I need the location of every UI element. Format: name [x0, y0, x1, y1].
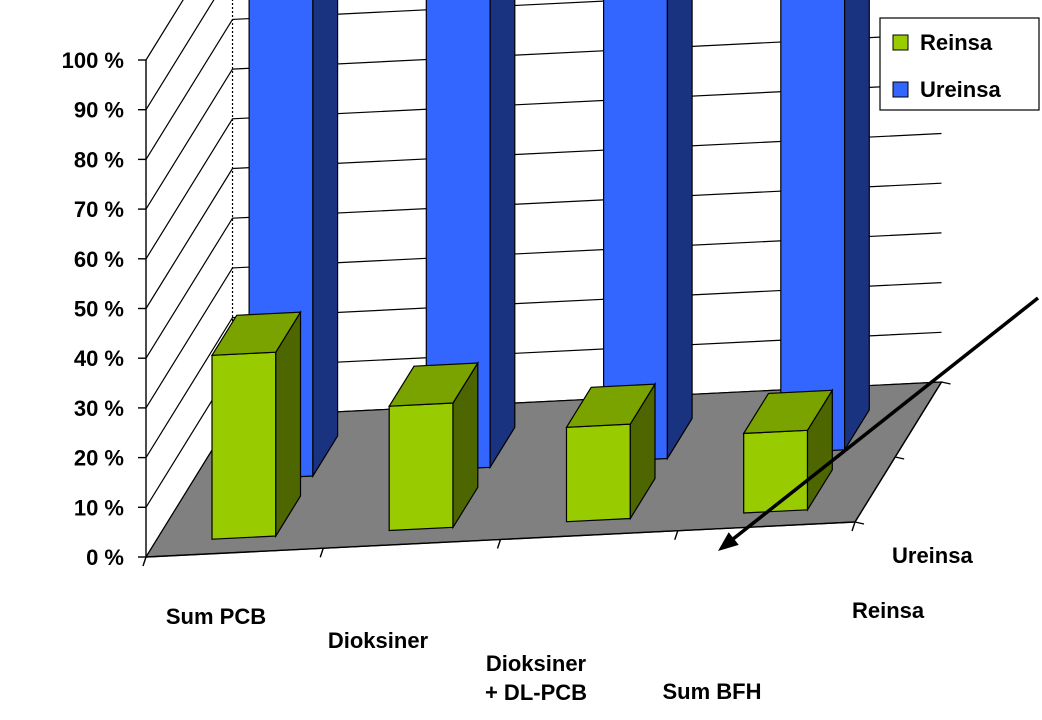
bar-reinsa-1 — [210, 310, 302, 540]
y-tick-label: 70 % — [74, 197, 124, 222]
depth-tick — [895, 456, 905, 460]
bar-front-face — [211, 351, 277, 540]
x-tick-label: Sum PCB — [166, 604, 266, 629]
depth-axis-label: Reinsa — [852, 598, 925, 623]
bar-ureinsa-2 — [425, 0, 516, 472]
bar-reinsa-3 — [565, 381, 657, 523]
chart-legend: Reinsa Ureinsa — [879, 17, 1040, 111]
bar-front-face — [743, 429, 809, 514]
y-tick-label: 40 % — [74, 346, 124, 371]
x-tick — [851, 521, 856, 532]
depth-axis-line — [854, 381, 943, 523]
x-tick — [674, 530, 679, 540]
gridline — [145, 282, 942, 458]
x-tick-label: Sum BFH — [663, 679, 762, 704]
y-tick-label: 90 % — [74, 98, 124, 123]
y-tick-label: 0 % — [86, 545, 124, 570]
bar-ureinsa-4 — [780, 0, 870, 454]
depth-axis-label: Ureinsa — [892, 543, 973, 568]
legend-label: Reinsa — [920, 30, 993, 55]
bar-top-face — [742, 389, 834, 435]
bar-side-face — [312, 0, 339, 479]
x-tick — [142, 556, 147, 567]
annotation-arrow-line — [726, 296, 1040, 545]
gridline — [145, 83, 942, 260]
chart-annotation — [718, 296, 1040, 551]
depth-tick — [941, 381, 951, 385]
bar-top-face — [210, 311, 302, 356]
bar-front-face — [388, 402, 454, 532]
bar-side-face — [666, 0, 693, 461]
bar-top-face — [565, 383, 657, 428]
y-tick-label: 10 % — [74, 495, 124, 520]
bar-reinsa-2 — [388, 360, 479, 532]
legend-swatch — [892, 81, 909, 98]
y-tick-label: 60 % — [74, 247, 124, 272]
legend-swatch — [892, 34, 909, 51]
series-reinsa-bars — [210, 310, 834, 540]
chart-walls — [145, 0, 942, 558]
bar-top-face — [388, 362, 479, 407]
legend-label: Ureinsa — [920, 77, 1001, 102]
depth-tick — [854, 521, 865, 525]
gridline — [145, 33, 942, 210]
gridline — [145, 0, 184, 61]
x-tick — [319, 548, 324, 558]
bar-front-face — [565, 423, 631, 523]
chart-axes — [138, 59, 951, 567]
annotation-arrowhead — [718, 532, 739, 551]
gridline — [145, 0, 215, 111]
y-tick-label: 20 % — [74, 446, 124, 471]
y-tick-label: 80 % — [74, 147, 124, 172]
x-tick-label: Dioksiner — [328, 628, 429, 653]
bar-side-face — [843, 0, 870, 452]
x-tick — [496, 539, 502, 549]
y-tick-label: 100 % — [62, 48, 124, 73]
y-tick-label: 50 % — [74, 297, 124, 322]
bar-front-face — [780, 0, 846, 454]
bar-ureinsa-3 — [602, 0, 693, 463]
chart-labels: 0 % 10 % 20 % 30 % 40 % 50 % 60 % 70 % 80 % 90 % 1… — [62, 48, 974, 705]
x-tick-label: Dioksiner + DL-PCB — [485, 651, 587, 705]
bar-side-face — [489, 0, 516, 470]
y-tick-label: 30 % — [74, 396, 124, 421]
gridline — [145, 182, 942, 359]
